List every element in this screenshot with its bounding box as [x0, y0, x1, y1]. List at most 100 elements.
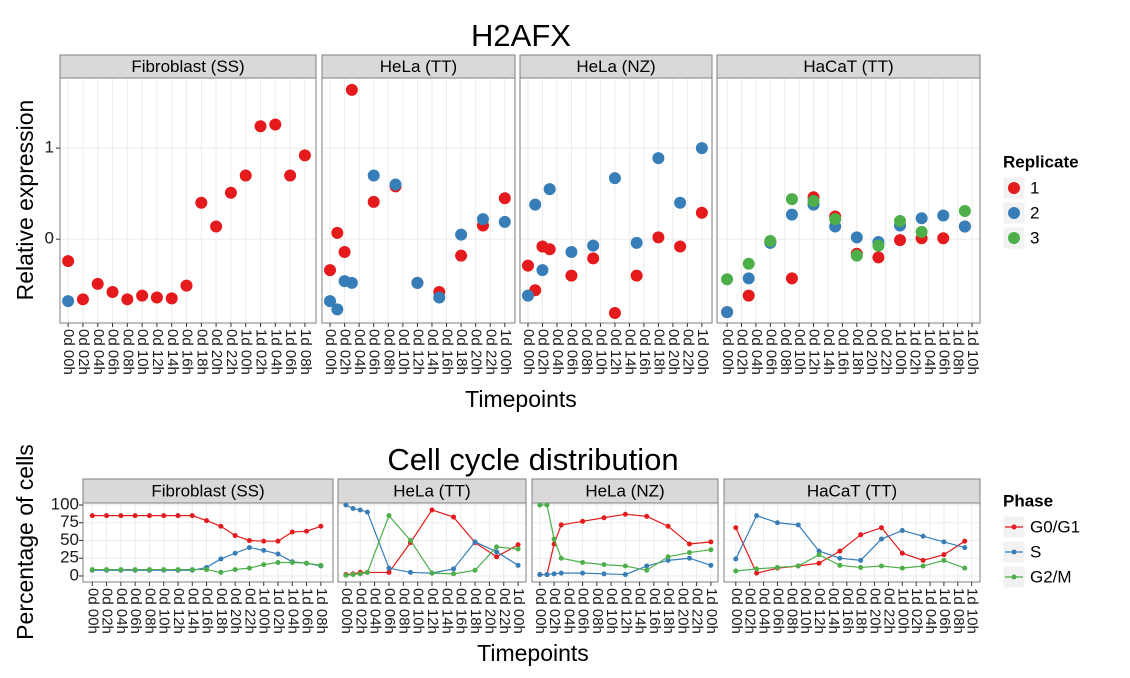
strip-label: HaCaT (TT)	[803, 57, 893, 76]
line-point	[386, 569, 392, 575]
line-point	[289, 529, 295, 535]
x-tick-label: 0d 02h	[337, 329, 354, 375]
line-point	[275, 538, 281, 544]
y-tick-label: 75	[60, 512, 79, 531]
line-point	[118, 567, 124, 573]
x-tick-label: 0d 20h	[867, 588, 884, 634]
scatter-point	[62, 255, 75, 268]
scatter-point	[850, 249, 863, 262]
line-point	[899, 565, 905, 571]
x-tick-label: 0d 06h	[127, 588, 144, 634]
x-tick-label: 0d 16h	[453, 588, 470, 634]
scatter-point	[937, 209, 950, 222]
scatter-point	[106, 286, 119, 299]
line-point	[816, 548, 822, 554]
scatter-point	[630, 269, 643, 282]
line-point	[275, 559, 281, 565]
x-tick-label: 0d 06h	[563, 329, 580, 375]
line-point	[733, 525, 739, 531]
scatter-point	[872, 239, 885, 252]
line-point	[962, 565, 968, 571]
line-point	[665, 523, 671, 529]
scatter-point	[807, 194, 820, 207]
x-tick-label: 0d 22h	[679, 329, 696, 375]
scatter-point	[630, 236, 643, 249]
legend-marker	[1008, 232, 1020, 244]
line-point	[665, 554, 671, 560]
line-point	[261, 547, 267, 553]
x-tick-label: 0d 20h	[674, 588, 691, 634]
x-tick-label: 0d 22h	[496, 588, 513, 634]
scatter-point	[338, 245, 351, 258]
x-tick-label: 0d 02h	[75, 329, 92, 375]
line-point	[920, 533, 926, 539]
x-tick-label: 0d 14h	[184, 588, 201, 634]
line-point	[275, 551, 281, 557]
x-tick-label: 1d 00h	[497, 329, 514, 375]
line-point	[644, 567, 650, 573]
line-point	[218, 569, 224, 575]
scatter-point	[345, 276, 358, 289]
series-line	[735, 514, 965, 561]
scatter-point	[195, 196, 208, 209]
legend-title: Phase	[1003, 491, 1053, 510]
x-tick-label: 0d 00h	[719, 329, 736, 375]
x-tick-label: 0d 10h	[603, 588, 620, 634]
scatter-point	[652, 231, 665, 244]
chart-title: Cell cycle distribution	[387, 442, 678, 477]
scatter-point	[455, 228, 468, 241]
scatter-point	[331, 226, 344, 239]
x-tick-label: 0d 10h	[791, 329, 808, 375]
x-tick-label: 0d 04h	[560, 588, 577, 634]
x-tick-label: 0d 16h	[199, 588, 216, 634]
scatter-point	[455, 249, 468, 262]
x-tick-label: 1d 06h	[936, 588, 953, 634]
line-point	[175, 513, 181, 519]
x-tick-label: 0d 16h	[839, 588, 856, 634]
scatter-point	[695, 142, 708, 155]
scatter-point	[608, 306, 621, 319]
x-tick-label: 1d 00h	[238, 329, 255, 375]
scatter-point	[742, 272, 755, 285]
scatter-point	[389, 178, 402, 191]
legend-label: G0/G1	[1030, 517, 1080, 536]
line-point	[386, 565, 392, 571]
line-point	[146, 567, 152, 573]
scatter-point	[536, 264, 549, 277]
scatter-point	[587, 252, 600, 265]
legend-label: 1	[1030, 178, 1039, 197]
x-tick-label: 0d 04h	[367, 588, 384, 634]
scatter-point	[284, 169, 297, 182]
scatter-point	[829, 213, 842, 226]
x-tick-label: 0d 12h	[149, 329, 166, 375]
line-point	[795, 522, 801, 528]
scatter-point	[674, 196, 687, 209]
line-point	[261, 562, 267, 568]
strip-label: HeLa (NZ)	[576, 57, 655, 76]
line-point	[558, 570, 564, 576]
line-point	[941, 552, 947, 558]
line-point	[89, 513, 95, 519]
x-tick-label: 0d 22h	[482, 329, 499, 375]
scatter-point	[62, 295, 75, 308]
line-point	[189, 567, 195, 573]
y-tick-label: 0	[70, 565, 79, 584]
scatter-point	[210, 220, 223, 233]
line-point	[537, 502, 543, 508]
x-tick-label: 0d 20h	[665, 329, 682, 375]
x-tick-label: 0d 02h	[546, 588, 563, 634]
scatter-point	[136, 289, 149, 302]
x-tick-label: 0d 02h	[99, 588, 116, 634]
scatter-point	[331, 303, 344, 316]
scatter-point	[269, 118, 282, 131]
y-axis-title: Percentage of cells	[12, 444, 38, 640]
strip-label: HeLa (NZ)	[585, 481, 664, 500]
x-tick-label: 0d 12h	[409, 329, 426, 375]
x-tick-label: 1d 08h	[950, 329, 967, 375]
x-tick-label: 0d 00h	[338, 588, 355, 634]
x-tick-label: 0d 08h	[119, 329, 136, 375]
x-tick-label: 1d 06h	[282, 329, 299, 375]
scatter-point	[915, 225, 928, 238]
x-tick-label: 1d 02h	[270, 588, 287, 634]
x-tick-label: 0d 22h	[880, 588, 897, 634]
